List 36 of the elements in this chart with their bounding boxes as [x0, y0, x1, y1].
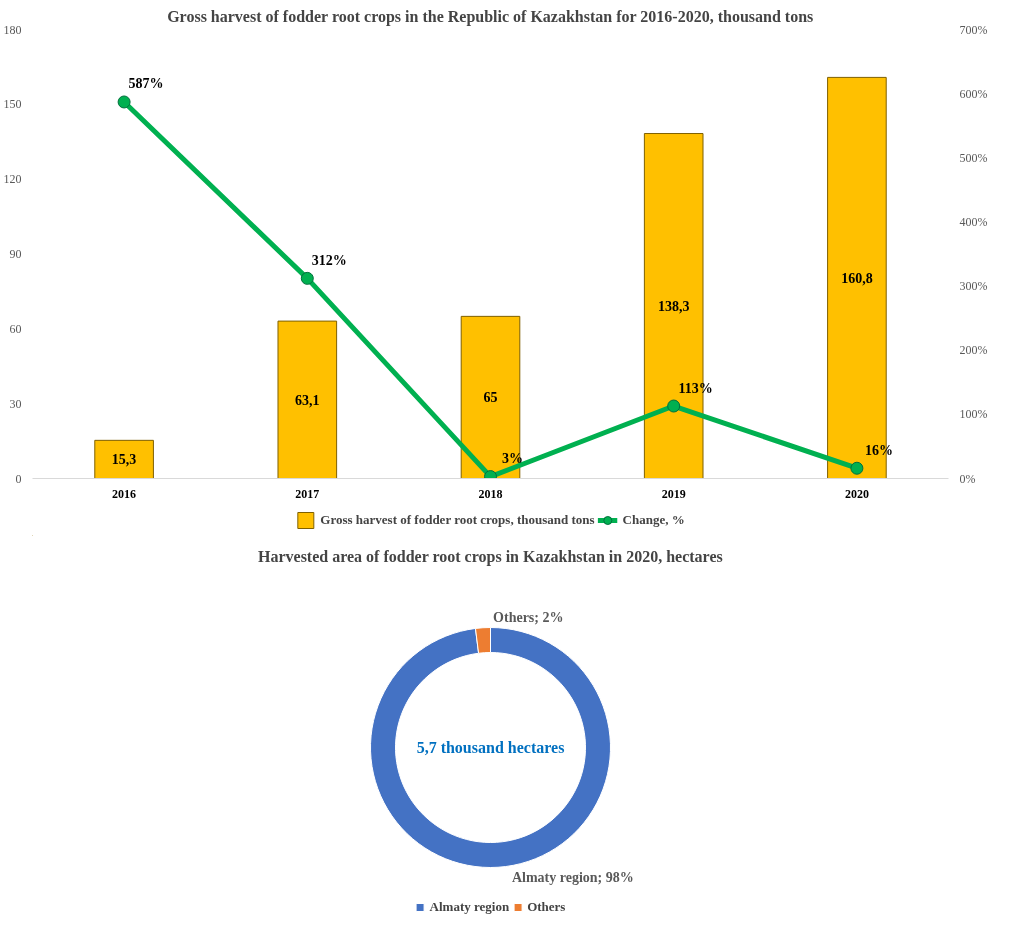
y2-tick-label: 400% — [959, 214, 988, 229]
y2-tick-label: 600% — [959, 86, 988, 101]
y-tick-label: 180 — [3, 22, 22, 37]
data-label: Others; 2% — [493, 610, 564, 626]
x-tick-label: 2019 — [661, 486, 686, 501]
data-label: Almaty region; 98% — [511, 869, 634, 885]
legend-label: Change, % — [622, 512, 685, 528]
x-tick-label: 2016 — [112, 486, 137, 501]
legend-label: Gross harvest of fodder root crops, thousand tons — [320, 512, 595, 528]
y2-tick-label: 200% — [959, 343, 988, 358]
chart-title: Gross harvest of fodder root crops in the Republic of Kazakhstan for 2016-2020, thousand tons — [167, 7, 814, 26]
y-tick-label: 0 — [15, 471, 22, 486]
data-label: 65 — [483, 390, 498, 406]
x-tick-label: 2018 — [478, 486, 503, 501]
data-label: 63,1 — [295, 392, 320, 408]
y2-tick-label: 300% — [959, 279, 988, 294]
y-tick-label: 150 — [3, 97, 22, 112]
data-label: 160,8 — [841, 270, 873, 286]
data-label: 138,3 — [657, 299, 690, 315]
y-tick-label: 90 — [9, 247, 22, 261]
y-tick-label: 30 — [9, 396, 22, 411]
data-label: 312% — [311, 252, 347, 268]
data-label: 587% — [128, 76, 164, 92]
y-tick-label: 120 — [3, 172, 22, 187]
y-tick-label: 60 — [9, 321, 22, 336]
x-tick-label: 2020 — [844, 486, 869, 501]
legend-label: Others — [527, 899, 566, 915]
text: 5,7 thousand hectares — [416, 739, 565, 756]
y2-tick-label: 0% — [959, 471, 976, 486]
x-tick-label: 2017 — [295, 486, 320, 501]
legend-label: Almaty region — [429, 899, 510, 915]
y2-tick-label: 700% — [959, 22, 988, 37]
y2-tick-label: 500% — [959, 150, 988, 165]
y2-tick-label: 100% — [959, 407, 988, 422]
data-label: 15,3 — [111, 452, 137, 468]
chart-title: Harvested area of fodder root crops in Kazakhstan in 2020, hectares — [258, 547, 723, 566]
